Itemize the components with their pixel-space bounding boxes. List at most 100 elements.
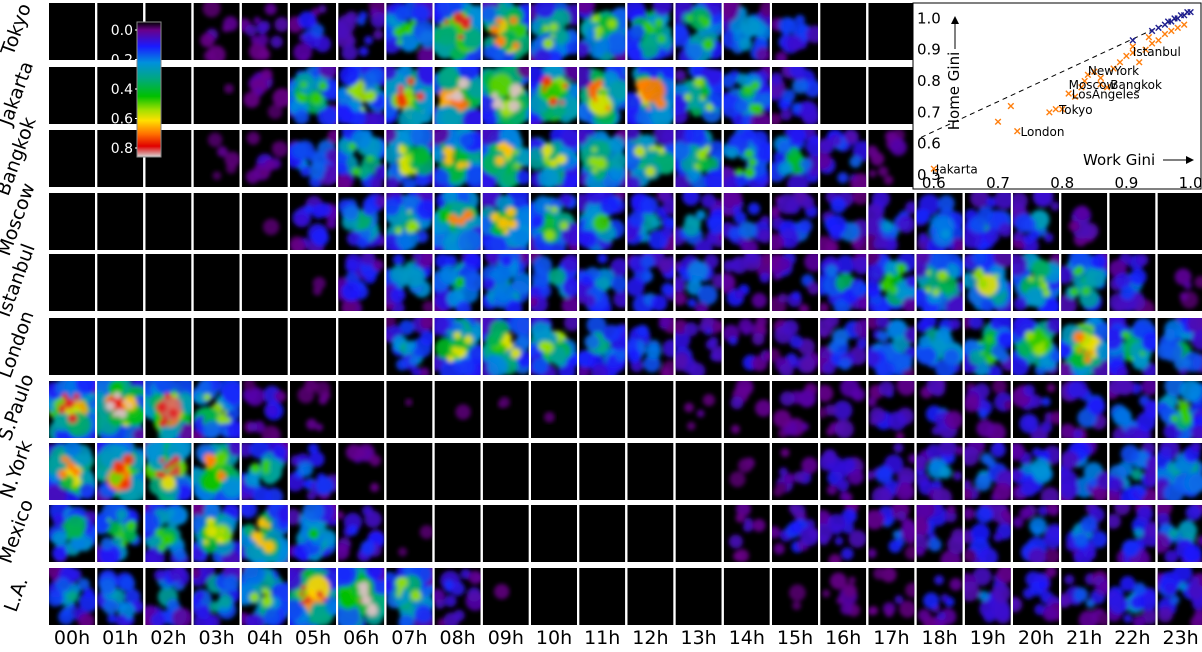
heatmap-cell-istanbul-22h bbox=[1109, 254, 1156, 311]
heatmap-cell-moscow-12h bbox=[627, 193, 674, 250]
heatmap-cell-istanbul-21h bbox=[1061, 254, 1108, 311]
heatmap-cell-tokyo-09h bbox=[482, 3, 529, 60]
heatmap-cell-la-15h bbox=[772, 568, 818, 625]
heatmap-cell-la-01h bbox=[97, 568, 144, 625]
hour-label-02h: 02h bbox=[150, 627, 186, 649]
inset-x-label: Work Gini bbox=[1083, 151, 1155, 169]
hour-label-06h: 06h bbox=[343, 627, 379, 649]
heatmap-cell-mexico-08h bbox=[434, 505, 481, 562]
heatmap-cell-bangkok-01h bbox=[97, 130, 144, 187]
heatmap-cell-la-02h bbox=[145, 568, 192, 625]
heatmap-cell-london-07h bbox=[386, 318, 433, 375]
row-label-london: London bbox=[0, 308, 39, 381]
heatmap-cell-tokyo-10h bbox=[531, 3, 577, 60]
heatmap-cell-nyork-22h bbox=[1109, 443, 1156, 500]
heatmap-cell-spaulo-07h bbox=[386, 381, 433, 438]
hour-label-11h: 11h bbox=[584, 627, 620, 649]
heatmap-cell-mexico-18h bbox=[916, 505, 963, 562]
heatmap-cell-nyork-15h bbox=[772, 443, 818, 500]
scatter-point bbox=[1168, 27, 1175, 35]
row-label-nyork: N.York bbox=[0, 438, 37, 502]
scatter-point bbox=[1084, 71, 1092, 79]
scatter-point bbox=[1164, 18, 1172, 25]
heatmap-cell-jakarta-11h bbox=[579, 67, 626, 124]
heatmap-cell-la-04h bbox=[241, 568, 288, 625]
heatmap-cell-istanbul-00h bbox=[49, 254, 95, 311]
heatmap-cell-nyork-04h bbox=[241, 443, 288, 500]
hour-label-23h: 23h bbox=[1162, 627, 1198, 649]
heatmap-cell-moscow-14h bbox=[723, 193, 770, 250]
heatmap-cell-london-11h bbox=[579, 318, 626, 375]
scatter-point bbox=[1123, 52, 1130, 60]
heatmap-cell-nyork-20h bbox=[1013, 443, 1059, 500]
heatmap-cell-tokyo-00h bbox=[49, 3, 95, 60]
inset-y-tick: 0.7 bbox=[917, 103, 941, 121]
colorbar-tick: 0.2 bbox=[111, 53, 133, 69]
hour-label-16h: 16h bbox=[825, 627, 861, 649]
heatmap-cell-mexico-22h bbox=[1109, 505, 1156, 562]
heatmap-cell-moscow-10h bbox=[531, 193, 577, 250]
scatter-point bbox=[1007, 102, 1015, 110]
hour-label-19h: 19h bbox=[970, 627, 1006, 649]
heatmap-cell-jakarta-17h bbox=[868, 67, 915, 124]
heatmap-cell-mexico-03h bbox=[193, 505, 240, 562]
heatmap-cell-nyork-18h bbox=[916, 443, 963, 500]
scatter-point bbox=[1081, 77, 1088, 85]
hour-label-20h: 20h bbox=[1018, 627, 1054, 649]
heatmap-cell-jakarta-08h bbox=[434, 67, 481, 124]
heatmap-cell-moscow-09h bbox=[482, 193, 529, 250]
heatmap-cell-istanbul-05h bbox=[290, 254, 336, 311]
heatmap-cell-bangkok-14h bbox=[723, 130, 770, 187]
heatmap-cell-nyork-08h bbox=[434, 443, 481, 500]
scatter-point bbox=[930, 165, 938, 173]
heatmap-cell-london-14h bbox=[723, 318, 770, 375]
heatmap-cell-mexico-20h bbox=[1013, 505, 1059, 562]
heatmap-cell-la-13h bbox=[675, 568, 722, 625]
heatmap-cell-tokyo-14h bbox=[723, 3, 770, 60]
heatmap-cell-istanbul-07h bbox=[386, 254, 433, 311]
inset-y-tick: 0.6 bbox=[917, 135, 941, 153]
annotation-moscow: Moscow bbox=[1069, 78, 1117, 92]
heatmap-cell-jakarta-09h bbox=[482, 67, 529, 124]
heatmap-cell-bangkok-09h bbox=[482, 130, 529, 187]
heatmap-cell-la-10h bbox=[531, 568, 577, 625]
heatmap-cell-moscow-15h bbox=[772, 193, 818, 250]
colorbar-tick: 0.6 bbox=[111, 112, 133, 128]
heatmap-cell-london-00h bbox=[49, 318, 95, 375]
heatmap-cell-mexico-10h bbox=[531, 505, 577, 562]
heatmap-cell-london-04h bbox=[241, 318, 288, 375]
heatmap-cell-tokyo-15h bbox=[772, 3, 818, 60]
heatmap-cell-nyork-16h bbox=[820, 443, 867, 500]
scatter-point bbox=[1116, 58, 1124, 66]
row-label-tokyo: Tokyo bbox=[0, 1, 36, 59]
heatmap-cell-spaulo-13h bbox=[675, 381, 722, 438]
heatmap-cell-london-18h bbox=[916, 318, 963, 375]
heatmap-cell-nyork-13h bbox=[675, 443, 722, 500]
heatmap-cell-moscow-23h bbox=[1157, 193, 1202, 250]
heatmap-cell-spaulo-02h bbox=[145, 381, 192, 438]
heatmap-cell-la-06h bbox=[338, 568, 385, 625]
heatmap-cell-spaulo-01h bbox=[97, 381, 144, 438]
reference-line bbox=[920, 11, 1191, 138]
heatmap-cell-la-00h bbox=[49, 568, 95, 625]
heatmap-cell-mexico-19h bbox=[964, 505, 1011, 562]
heatmap-cell-london-13h bbox=[675, 318, 722, 375]
heatmap-cell-spaulo-03h bbox=[193, 381, 240, 438]
scatter-point bbox=[1148, 40, 1156, 47]
heatmap-cell-istanbul-16h bbox=[820, 254, 867, 311]
heatmap-cell-jakarta-01h bbox=[97, 67, 144, 124]
heatmap-cell-moscow-16h bbox=[820, 193, 867, 250]
heatmap-cell-istanbul-01h bbox=[97, 254, 144, 311]
scatter-point bbox=[1091, 68, 1098, 75]
heatmap-cell-mexico-09h bbox=[482, 505, 529, 562]
heatmap-cell-istanbul-09h bbox=[482, 254, 529, 311]
heatmap-cell-tokyo-08h bbox=[434, 3, 481, 60]
heatmap-cell-jakarta-07h bbox=[386, 67, 433, 124]
scatter-point bbox=[1129, 37, 1137, 44]
heatmap-cell-moscow-02h bbox=[145, 193, 192, 250]
heatmap-cell-spaulo-19h bbox=[964, 381, 1011, 438]
annotation-losangeles: LosAngeles bbox=[1072, 87, 1140, 101]
heatmap-cell-spaulo-10h bbox=[531, 381, 577, 438]
scatter-point bbox=[1065, 90, 1072, 97]
heatmap-cell-nyork-05h bbox=[290, 443, 336, 500]
